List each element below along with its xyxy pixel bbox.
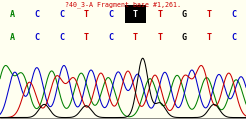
Text: A: A bbox=[10, 33, 15, 42]
FancyBboxPatch shape bbox=[125, 5, 146, 23]
Text: C: C bbox=[34, 33, 39, 42]
Text: C: C bbox=[108, 10, 113, 19]
Text: A: A bbox=[10, 10, 15, 19]
Text: C: C bbox=[59, 10, 64, 19]
Text: T: T bbox=[84, 10, 89, 19]
Text: T: T bbox=[207, 10, 212, 19]
Text: C: C bbox=[231, 10, 236, 19]
Text: T: T bbox=[133, 33, 138, 42]
Text: C: C bbox=[108, 33, 113, 42]
Text: G: G bbox=[182, 33, 187, 42]
Text: T: T bbox=[207, 33, 212, 42]
Text: C: C bbox=[231, 33, 236, 42]
Text: ?40_3-A Fragment base #1,261.: ?40_3-A Fragment base #1,261. bbox=[65, 1, 181, 8]
Text: C: C bbox=[34, 10, 39, 19]
Text: G: G bbox=[182, 10, 187, 19]
Text: T: T bbox=[157, 10, 162, 19]
Text: T: T bbox=[84, 33, 89, 42]
Text: C: C bbox=[59, 33, 64, 42]
Text: T: T bbox=[157, 33, 162, 42]
Text: T: T bbox=[133, 10, 138, 19]
